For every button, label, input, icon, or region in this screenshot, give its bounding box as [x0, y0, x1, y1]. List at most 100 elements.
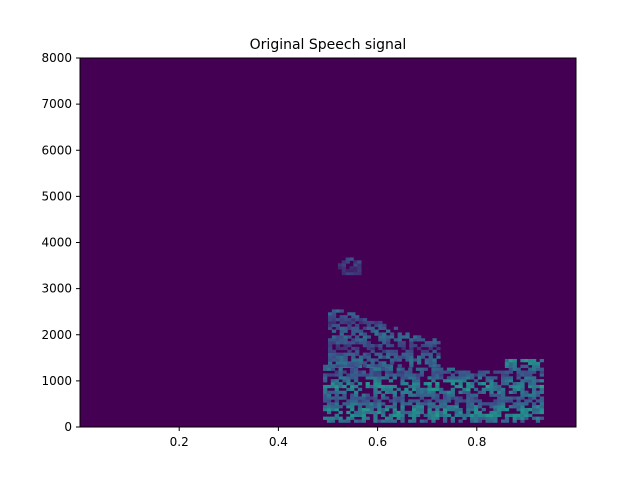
spectrogram-cell	[334, 390, 339, 394]
spectrogram-cell	[470, 396, 475, 400]
spectrogram-cell	[501, 370, 506, 374]
spectrogram-cell	[520, 387, 525, 392]
spectrogram-cell	[393, 352, 399, 356]
spectrogram-cell	[365, 373, 370, 377]
spectrogram-cell	[539, 402, 544, 406]
spectrogram-cell	[524, 379, 529, 383]
spectrogram-cell	[369, 384, 374, 389]
spectrogram-cell	[446, 393, 452, 397]
spectrogram-cell	[331, 320, 337, 325]
spectrogram-cell	[520, 413, 525, 418]
spectrogram-cell	[362, 361, 368, 365]
spectrogram-cell	[524, 416, 529, 420]
spectrogram-cell	[334, 370, 339, 374]
spectrogram-cell	[497, 399, 502, 403]
spectrogram-cell	[477, 413, 483, 418]
plot-area	[80, 58, 576, 427]
spectrogram-cell	[343, 338, 348, 342]
spectrogram-cell	[393, 338, 399, 342]
spectrogram-cell	[353, 396, 359, 400]
spectrogram-cell	[431, 390, 436, 394]
spectrogram-cell	[396, 373, 401, 377]
spectrogram-cell	[357, 396, 363, 400]
spectrogram-cell	[446, 390, 452, 394]
spectrogram-cell	[384, 407, 390, 412]
spectrogram-cell	[362, 335, 368, 339]
spectrogram-cell	[373, 367, 378, 371]
spectrogram-cell	[331, 364, 337, 368]
spectrogram-cell	[378, 338, 383, 342]
spectrogram-cell	[416, 358, 422, 362]
spectrogram-cell	[382, 323, 387, 328]
spectrogram-cell	[382, 355, 387, 359]
spectrogram-cell	[462, 416, 467, 420]
spectrogram-cell	[450, 387, 455, 392]
spectrogram-cell	[412, 399, 417, 403]
spectrogram-cell	[361, 373, 366, 377]
spectrogram-cell	[339, 332, 344, 336]
spectrogram-cell	[431, 396, 436, 400]
spectrogram-cell	[466, 382, 471, 386]
spectrogram-cell	[361, 407, 366, 412]
spectrogram-cell	[374, 332, 379, 336]
spectrogram-cell	[450, 416, 455, 420]
spectrogram-cell	[397, 335, 402, 339]
spectrogram-cell	[528, 384, 533, 389]
spectrogram-cell	[353, 384, 359, 389]
spectrogram-cell	[473, 399, 479, 403]
spectrogram-cell	[531, 396, 537, 400]
spectrogram-cell	[388, 405, 394, 409]
spectrogram-cell	[377, 379, 382, 383]
spectrogram-cell	[384, 384, 390, 389]
spectrogram-cell	[362, 318, 368, 322]
spectrogram-cell	[431, 413, 436, 418]
spectrogram-cell	[493, 393, 498, 397]
spectrogram-cell	[386, 335, 391, 339]
spectrogram-cell	[331, 358, 337, 362]
spectrogram-cell	[351, 320, 356, 325]
spectrogram-cell	[353, 399, 359, 403]
spectrogram-cell	[326, 390, 332, 394]
spectrogram-cell	[435, 407, 440, 412]
spectrogram-cell	[350, 367, 355, 371]
spectrogram-cell	[539, 367, 544, 371]
spectrogram-cell	[446, 370, 452, 374]
spectrogram-cell	[539, 405, 544, 409]
spectrogram-cell	[330, 405, 336, 409]
spectrogram-cell	[504, 370, 510, 374]
spectrogram-cell	[470, 407, 475, 412]
spectrogram-cell	[423, 402, 428, 406]
spectrogram-cell	[408, 376, 413, 380]
spectrogram-cell	[531, 390, 537, 394]
spectrogram-cell	[334, 387, 339, 392]
spectrogram-cell	[377, 405, 382, 409]
spectrogram-cell	[370, 358, 375, 362]
spectrogram-cell	[454, 396, 459, 400]
spectrogram-cell	[424, 352, 429, 356]
spectrogram-cell	[335, 355, 341, 359]
spectrogram-cell	[357, 407, 363, 412]
spectrogram-cell	[350, 384, 355, 389]
spectrogram-cell	[370, 361, 375, 365]
spectrogram-cell	[331, 323, 337, 328]
spectrogram-cell	[416, 346, 422, 351]
spectrogram-cell	[345, 260, 350, 264]
spectrogram-cell	[381, 384, 386, 389]
spectrogram-cell	[535, 367, 541, 371]
spectrogram-cell	[501, 402, 506, 406]
spectrogram-cell	[466, 393, 471, 397]
spectrogram-cell	[405, 332, 410, 336]
spectrogram-cell	[381, 402, 386, 406]
y-tick-label: 1000	[41, 374, 72, 388]
spectrogram-cell	[481, 402, 486, 406]
spectrogram-cell	[386, 329, 391, 333]
spectrogram-cell	[424, 343, 429, 348]
spectrogram-cell	[355, 326, 360, 330]
spectrogram-cell	[330, 379, 336, 383]
spectrogram-cell	[355, 318, 360, 322]
spectrogram-cell	[355, 364, 360, 368]
spectrogram-cell	[508, 364, 514, 369]
spectrogram-cell	[454, 402, 459, 406]
spectrogram-cell	[378, 355, 383, 359]
spectrogram-cell	[497, 396, 502, 400]
